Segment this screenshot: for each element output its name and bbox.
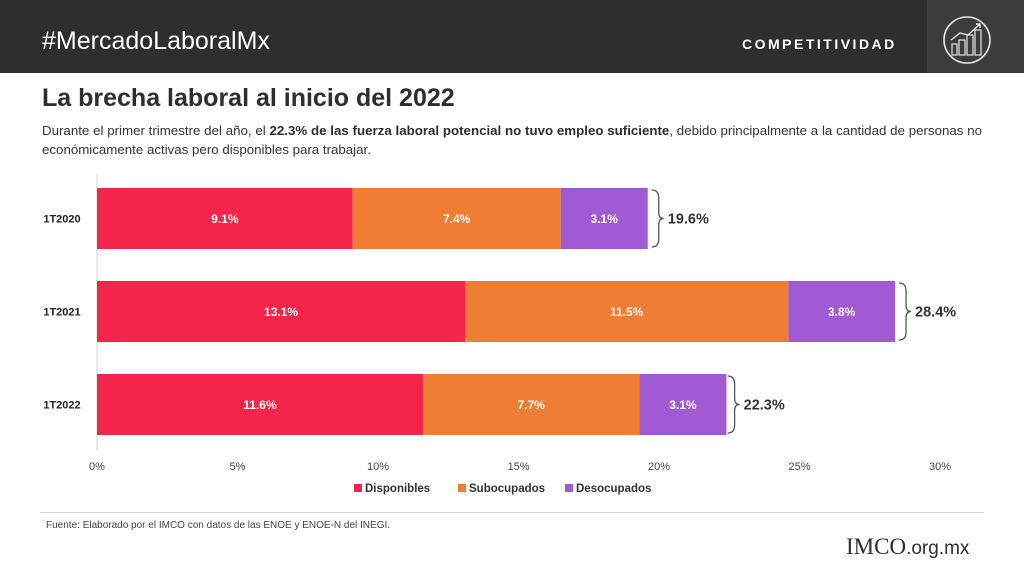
legend-label: Desocupados xyxy=(576,483,651,495)
data-label: 3.8% xyxy=(828,305,856,319)
bar-segment-disponibles xyxy=(97,374,423,435)
subtitle-bold: 22.3% de las fuerza laboral potencial no… xyxy=(269,123,670,138)
total-label: 28.4% xyxy=(915,305,956,321)
x-tick-label: 10% xyxy=(367,461,389,473)
hashtag-title: #MercadoLaboralMx xyxy=(42,27,270,55)
total-brace xyxy=(651,189,664,248)
bar-segment-disponibles xyxy=(97,188,353,249)
legend-swatch xyxy=(565,484,573,492)
legend-swatch xyxy=(458,484,466,492)
bar-segment-subocupados xyxy=(422,374,640,435)
bar-segment-disponibles xyxy=(97,281,466,342)
data-label: 7.7% xyxy=(517,398,545,412)
section-label: COMPETITIVIDAD xyxy=(742,36,897,52)
data-label: 13.1% xyxy=(264,305,298,319)
total-label: 19.6% xyxy=(668,212,709,228)
data-label: 3.1% xyxy=(669,398,697,412)
subtitle-part-2: , debido principalmente a la cantidad de… xyxy=(42,123,982,157)
bar-segment-subocupados xyxy=(465,281,789,342)
data-label: 11.6% xyxy=(243,398,277,412)
page-title: La brecha laboral al inicio del 2022 xyxy=(42,84,455,112)
legend-swatch xyxy=(354,484,362,492)
building-chart-icon xyxy=(943,16,991,64)
subtitle: Durante el primer trimestre del año, el … xyxy=(42,121,982,159)
x-tick-label: 0% xyxy=(89,461,105,473)
header-logo-box xyxy=(927,0,1024,73)
x-tick-label: 5% xyxy=(230,461,246,473)
header-bar: #MercadoLaboralMx COMPETITIVIDAD xyxy=(0,0,1024,73)
category-label: 1T2022 xyxy=(43,400,80,412)
legend-label: Subocupados xyxy=(469,483,545,495)
imco-logo: IMCO.org.mx xyxy=(846,534,969,560)
x-tick-label: 25% xyxy=(788,461,810,473)
bar-segment-desocupados xyxy=(788,281,896,342)
stacked-bar-chart: 1T2020 9.1% 7.4% 3.1% 19.6% 1T2021 13.1% 11.5% 3… xyxy=(43,175,956,495)
category-label: 1T2021 xyxy=(43,307,80,319)
footer-divider xyxy=(40,512,984,513)
data-label: 7.4% xyxy=(443,212,471,226)
data-label: 3.1% xyxy=(591,212,619,226)
total-brace xyxy=(727,375,740,434)
x-tick-label: 15% xyxy=(507,461,529,473)
x-tick-label: 20% xyxy=(648,461,670,473)
data-label: 9.1% xyxy=(211,212,239,226)
legend-label: Disponibles xyxy=(365,483,430,495)
source-note: Fuente: Elaborado por el IMCO con datos … xyxy=(46,520,391,531)
total-label: 22.3% xyxy=(744,398,785,414)
data-label: 11.5% xyxy=(610,305,644,319)
bar-segment-desocupados xyxy=(639,374,727,435)
bar-segment-subocupados xyxy=(352,188,561,249)
category-label: 1T2020 xyxy=(43,214,80,226)
imco-domain: .org.mx xyxy=(906,538,970,559)
bar-segment-desocupados xyxy=(560,188,648,249)
total-brace xyxy=(899,282,912,341)
imco-brand: IMCO xyxy=(846,534,907,559)
x-tick-label: 30% xyxy=(929,461,951,473)
subtitle-part-1: Durante el primer trimestre del año, el xyxy=(42,123,270,138)
